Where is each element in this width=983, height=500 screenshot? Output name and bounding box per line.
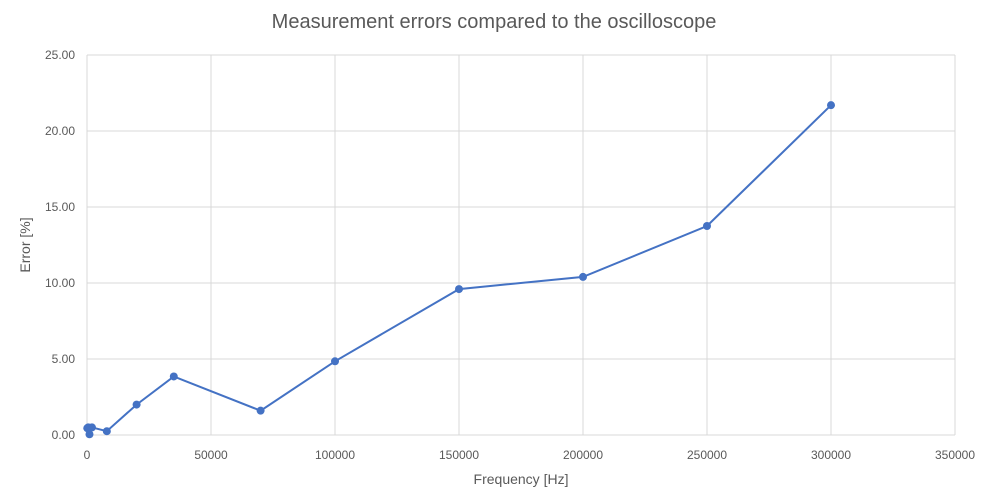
data-point [331,357,339,366]
data-point [256,406,265,415]
y-tick-label: 10.00 [45,276,75,290]
x-tick-label: 300000 [811,448,851,462]
x-tick-label: 250000 [687,448,727,462]
x-axis-label: Frequency [Hz] [474,471,569,487]
y-axis-label: Error [%] [17,217,33,272]
data-point [85,430,94,439]
x-tick-label: 50000 [194,448,228,462]
data-point [102,427,111,436]
data-point [703,222,711,230]
data-point [579,272,587,281]
data-point [827,101,835,110]
x-tick-label: 200000 [563,448,603,462]
y-axis-ticks: 0.00 5.00 10.00 15.00 20.00 25.00 [45,48,75,442]
y-tick-label: 20.00 [45,124,75,138]
data-point [87,423,96,432]
grid [86,54,956,436]
y-tick-label: 25.00 [45,48,75,62]
x-tick-label: 150000 [439,448,479,462]
y-tick-label: 0.00 [52,428,76,442]
x-tick-label: 100000 [315,448,355,462]
y-tick-label: 15.00 [45,200,75,214]
x-axis-ticks: 0 50000 100000 150000 200000 250000 300000 3500… [84,448,976,462]
plot-area [83,101,835,439]
data-point [169,372,178,381]
x-tick-label: 350000 [935,448,975,462]
data-point [132,400,141,409]
y-tick-label: 5.00 [52,352,76,366]
chart-title: Measurement errors compared to the oscil… [272,11,717,33]
x-tick-label: 0 [84,448,91,462]
data-point [455,285,463,294]
